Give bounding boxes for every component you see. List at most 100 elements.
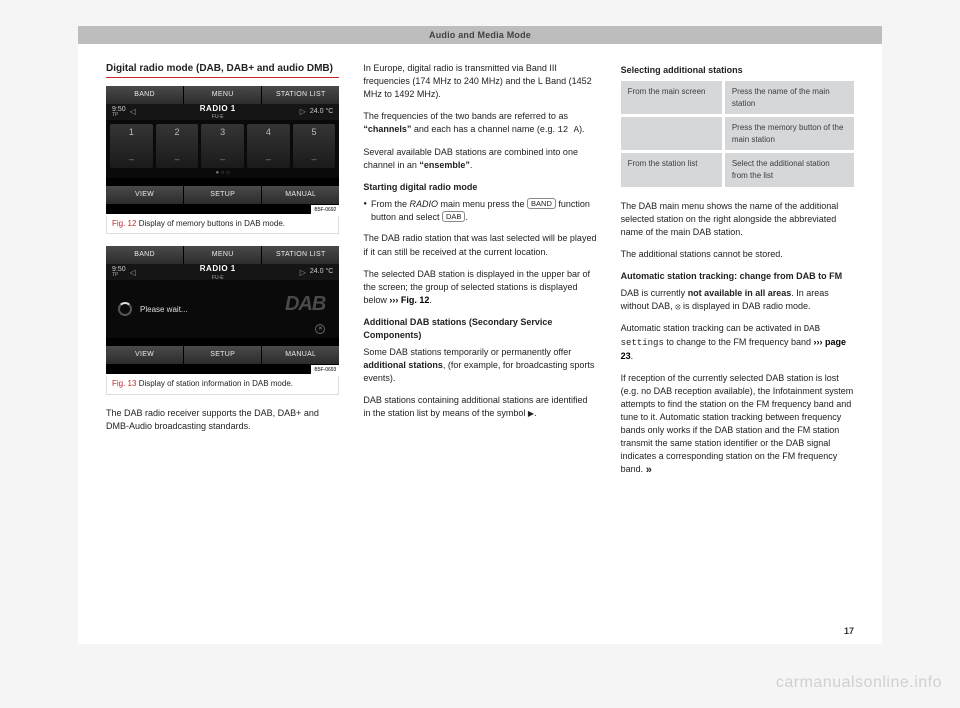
table-cell	[621, 116, 724, 152]
subheading: Selecting additional stations	[621, 64, 854, 77]
ss-info-bar: 9:50TP ◁ RADIO 1 FU-E ▷ 24.0 °C	[106, 104, 339, 120]
band-button-label: BAND	[527, 198, 556, 209]
tab-band: BAND	[106, 86, 184, 104]
body-text: In Europe, digital radio is transmitted …	[363, 62, 596, 101]
body-text: DAB is currently not available in all ar…	[621, 287, 854, 313]
preset-dash: –	[247, 153, 290, 166]
figure-12-screenshot: BAND MENU STATION LIST 9:50TP ◁ RADIO 1 …	[106, 86, 339, 214]
body-text: Several available DAB stations are combi…	[363, 146, 596, 172]
text: to change to the FM frequency band	[664, 337, 814, 347]
body-text: DAB stations containing additional stati…	[363, 394, 596, 420]
ss-time: 9:50TP	[112, 106, 126, 118]
page-dots: ● ○ ○	[106, 168, 339, 178]
table-cell: Press the name of the main station	[723, 81, 854, 116]
bold: “ensemble”	[419, 160, 470, 170]
station-sub: FU-E	[140, 114, 296, 121]
table-row: From the station list Select the additio…	[621, 152, 854, 188]
ss-station: RADIO 1 FU-E	[140, 103, 296, 122]
figure-13-screenshot: BAND MENU STATION LIST 9:50TP ◁ RADIO 1 …	[106, 246, 339, 374]
preset-dash: –	[293, 153, 336, 166]
preset-num: 5	[312, 127, 317, 137]
mute-icon: ✕	[315, 324, 325, 334]
fig-text: Display of memory buttons in DAB mode.	[139, 219, 285, 228]
subheading: Automatic station tracking: change from …	[621, 270, 854, 283]
ss-presets: 1– 2– 3– 4– 5–	[106, 120, 339, 168]
column-1: Digital radio mode (DAB, DAB+ and audio …	[106, 62, 339, 488]
preset-num: 4	[266, 127, 271, 137]
text: .	[470, 160, 473, 170]
body-text: If reception of the currently selected D…	[621, 372, 854, 479]
selecting-stations-table: From the main screen Press the name of t…	[621, 81, 854, 190]
preset-dash: –	[201, 153, 244, 166]
ss-bot-tabs: VIEW SETUP MANUAL	[106, 186, 339, 204]
body-text: The additional stations cannot be stored…	[621, 248, 854, 261]
manual-page: Audio and Media Mode Digital radio mode …	[78, 26, 882, 644]
ss-info-bar: 9:50TP ◁ RADIO 1 FU-E ▷ 24.0 °C	[106, 264, 339, 280]
bullet-text: From the RADIO main menu press the BAND …	[371, 198, 597, 224]
subheading: Starting digital radio mode	[363, 181, 596, 194]
next-icon: ▷	[296, 267, 310, 279]
preset-2: 2–	[156, 124, 199, 168]
text: .	[534, 408, 537, 418]
column-2: In Europe, digital radio is transmitted …	[363, 62, 596, 488]
tab-menu: MENU	[184, 86, 262, 104]
bold: not available in all areas	[688, 288, 792, 298]
text: Some DAB stations temporarily or permane…	[363, 347, 571, 357]
preset-5: 5–	[293, 124, 336, 168]
fig-ref: ››› Fig. 12	[389, 295, 429, 305]
body-text: The selected DAB station is displayed in…	[363, 268, 596, 307]
fig13-caption: Fig. 13 Display of station information i…	[106, 376, 339, 394]
station-name: RADIO 1	[140, 263, 296, 275]
tab-station-list: STATION LIST	[262, 86, 339, 104]
fig12-caption: Fig. 12 Display of memory buttons in DAB…	[106, 216, 339, 234]
table-cell: From the main screen	[621, 81, 724, 116]
table-cell: Press the memory button of the main stat…	[723, 116, 854, 152]
page-content: Digital radio mode (DAB, DAB+ and audio …	[78, 44, 882, 496]
section-title: Digital radio mode (DAB, DAB+ and audio …	[106, 62, 339, 75]
preset-4: 4–	[247, 124, 290, 168]
preset-1: 1–	[110, 124, 153, 168]
body-text: Some DAB stations temporarily or permane…	[363, 346, 596, 385]
preset-dash: –	[156, 153, 199, 166]
loading-text: Please wait...	[140, 304, 188, 316]
tp-label: TP	[112, 113, 126, 118]
bullet-item: From the RADIO main menu press the BAND …	[363, 198, 596, 224]
preset-num: 1	[129, 127, 134, 137]
ss-time: 9:50TP	[112, 266, 126, 278]
text: .	[465, 212, 468, 222]
text: .	[631, 351, 634, 361]
body-text: The DAB radio station that was last sele…	[363, 232, 596, 258]
dab-logo: DAB	[285, 290, 325, 319]
tab-setup: SETUP	[184, 346, 262, 364]
tab-menu: MENU	[184, 246, 262, 264]
tab-manual: MANUAL	[262, 186, 339, 204]
table-row: From the main screen Press the name of t…	[621, 81, 854, 116]
italic: RADIO	[409, 199, 438, 209]
tab-setup: SETUP	[184, 186, 262, 204]
ss-temp: 24.0 °C	[310, 267, 333, 277]
subheading: Additional DAB stations (Secondary Servi…	[363, 316, 596, 342]
preset-dash: –	[110, 153, 153, 166]
text: From the	[371, 199, 410, 209]
bold: additional stations	[363, 360, 443, 370]
tab-band: BAND	[106, 246, 184, 264]
next-icon: ▷	[296, 106, 310, 118]
fig-label: Fig. 13	[112, 379, 136, 388]
text: Automatic station tracking can be activa…	[621, 323, 804, 333]
table-cell: From the station list	[621, 152, 724, 188]
text: main menu press the	[438, 199, 527, 209]
tab-view: VIEW	[106, 346, 184, 364]
continue-icon: »	[646, 464, 650, 476]
text: ).	[579, 124, 585, 134]
column-3: Selecting additional stations From the m…	[621, 62, 854, 488]
text: .	[429, 295, 432, 305]
body-text: The DAB main menu shows the name of the …	[621, 200, 854, 239]
table-row: Press the memory button of the main stat…	[621, 116, 854, 152]
preset-num: 2	[175, 127, 180, 137]
spinner-icon	[118, 302, 132, 316]
image-code: B5F-0692	[311, 205, 339, 214]
ref-text: ››› Fig. 12	[389, 295, 429, 305]
image-code: B5F-0693	[311, 365, 339, 374]
fig-text: Display of station information in DAB mo…	[139, 379, 293, 388]
fig-label: Fig. 12	[112, 219, 136, 228]
